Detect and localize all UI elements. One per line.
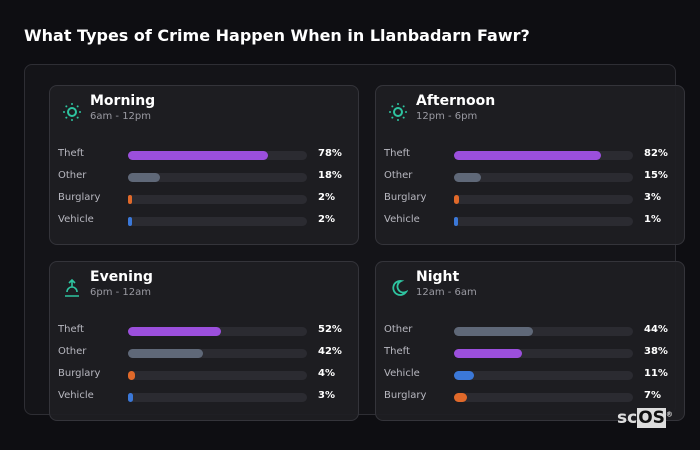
bar-track [454, 371, 633, 380]
moon-icon [392, 280, 408, 296]
value-label: 82% [644, 148, 668, 159]
category-label: Theft [384, 346, 410, 357]
bar-track [454, 327, 633, 336]
card-title: Morning [90, 93, 156, 109]
bar-other [128, 349, 204, 358]
bar-row: Vehicle 2% [58, 214, 358, 228]
sunset-icon [65, 278, 79, 297]
category-label: Other [58, 346, 87, 357]
value-label: 11% [644, 368, 668, 379]
card-title: Night [416, 269, 460, 285]
bar-other [454, 173, 481, 182]
sun-icon [63, 103, 81, 121]
bar-row: Burglary 7% [384, 390, 684, 404]
card-time-range: 12pm - 6pm [416, 111, 478, 122]
category-label: Other [58, 170, 87, 181]
bar-theft [454, 349, 523, 358]
bar-track [128, 217, 307, 226]
category-label: Theft [58, 148, 84, 159]
card-title: Afternoon [416, 93, 496, 109]
page-title: What Types of Crime Happen When in Llanb… [24, 26, 530, 45]
value-label: 18% [318, 170, 342, 181]
bar-track [128, 173, 307, 182]
bar-burglary [128, 195, 132, 204]
bar-track [128, 371, 307, 380]
bar-other [454, 327, 533, 336]
bar-row: Burglary 4% [58, 368, 358, 382]
card-time-range: 12am - 6am [416, 287, 477, 298]
bar-row: Vehicle 11% [384, 368, 684, 382]
bar-other [128, 173, 161, 182]
bar-row: Burglary 2% [58, 192, 358, 206]
bar-row: Other 42% [58, 346, 358, 360]
bar-burglary [128, 371, 136, 380]
value-label: 78% [318, 148, 342, 159]
category-label: Burglary [58, 192, 101, 203]
bar-track [128, 349, 307, 358]
bar-row: Other 44% [384, 324, 684, 338]
bar-track [128, 393, 307, 402]
sun-icon [389, 103, 407, 121]
category-label: Other [384, 324, 413, 335]
bar-track [454, 151, 633, 160]
bar-theft [128, 327, 222, 336]
card-morning: Morning 6am - 12pm Theft 78% Other 18% B… [49, 85, 359, 245]
scos-logo: scOS® [617, 408, 673, 428]
value-label: 38% [644, 346, 668, 357]
bar-row: Vehicle 3% [58, 390, 358, 404]
bar-vehicle [128, 217, 132, 226]
bar-track [454, 173, 633, 182]
bar-track [128, 195, 307, 204]
bar-row: Theft 78% [58, 148, 358, 162]
bar-theft [454, 151, 601, 160]
bar-theft [128, 151, 268, 160]
bar-track [128, 327, 307, 336]
bar-row: Vehicle 1% [384, 214, 684, 228]
value-label: 52% [318, 324, 342, 335]
card-time-range: 6pm - 12am [90, 287, 152, 298]
value-label: 44% [644, 324, 668, 335]
bar-burglary [454, 195, 460, 204]
category-label: Vehicle [384, 368, 420, 379]
value-label: 3% [318, 390, 335, 401]
category-label: Burglary [384, 390, 427, 401]
category-label: Other [384, 170, 413, 181]
bar-row: Theft 82% [384, 148, 684, 162]
bar-burglary [454, 393, 467, 402]
category-label: Burglary [384, 192, 427, 203]
bar-row: Theft 52% [58, 324, 358, 338]
value-label: 2% [318, 214, 335, 225]
bar-track [454, 393, 633, 402]
category-label: Burglary [58, 368, 101, 379]
card-time-range: 6am - 12pm [90, 111, 152, 122]
category-label: Theft [58, 324, 84, 335]
value-label: 7% [644, 390, 661, 401]
bar-track [454, 217, 633, 226]
bar-track [454, 349, 633, 358]
category-label: Vehicle [58, 390, 94, 401]
bar-track [454, 195, 633, 204]
category-label: Vehicle [384, 214, 420, 225]
bar-vehicle [454, 371, 474, 380]
value-label: 3% [644, 192, 661, 203]
card-night: Night 12am - 6am Other 44% Theft 38% Veh… [375, 261, 685, 421]
value-label: 2% [318, 192, 335, 203]
bar-row: Other 18% [58, 170, 358, 184]
bar-vehicle [454, 217, 458, 226]
value-label: 4% [318, 368, 335, 379]
card-afternoon: Afternoon 12pm - 6pm Theft 82% Other 15%… [375, 85, 685, 245]
category-label: Theft [384, 148, 410, 159]
value-label: 42% [318, 346, 342, 357]
category-label: Vehicle [58, 214, 94, 225]
card-evening: Evening 6pm - 12am Theft 52% Other 42% B… [49, 261, 359, 421]
value-label: 15% [644, 170, 668, 181]
bar-vehicle [128, 393, 134, 402]
card-title: Evening [90, 269, 153, 285]
bar-track [128, 151, 307, 160]
value-label: 1% [644, 214, 661, 225]
bar-row: Other 15% [384, 170, 684, 184]
bar-row: Burglary 3% [384, 192, 684, 206]
bar-row: Theft 38% [384, 346, 684, 360]
